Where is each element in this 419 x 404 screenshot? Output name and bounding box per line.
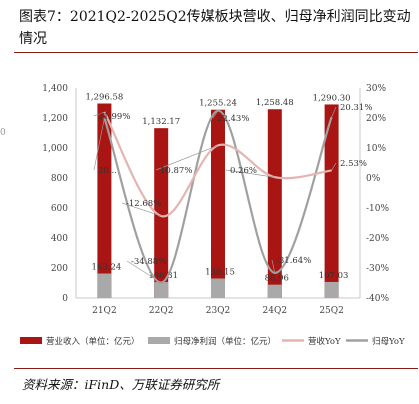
profit-yoy-leader bbox=[212, 110, 219, 119]
profit-data-label: 130.15 bbox=[205, 267, 235, 277]
y-left-tick-label: 1,200 bbox=[42, 114, 68, 124]
y-right-tick-label: 30% bbox=[366, 84, 386, 94]
profit-data-label: 106.31 bbox=[148, 271, 178, 281]
revenue-bar bbox=[97, 103, 112, 298]
revenue-data-label: 1,290.30 bbox=[313, 93, 351, 103]
revenue-yoy-data-label: 10.87% bbox=[160, 166, 192, 176]
profit-yoy-leader bbox=[93, 117, 105, 171]
chart: 0 200 400 600 800 1,000 1,200 1,400 -40% -30% -20%… bbox=[20, 84, 405, 347]
profit-yoy-data-label: 20... bbox=[98, 166, 117, 176]
revenue-yoy-leader bbox=[121, 202, 162, 217]
profit-yoy-data-label: 22.43% bbox=[217, 114, 249, 124]
revenue-data-label: 1,296.58 bbox=[85, 93, 123, 103]
y-left-tick-label: 600 bbox=[51, 204, 68, 214]
profit-yoy-leader bbox=[126, 260, 162, 283]
revenue-yoy-data-label: 0.26% bbox=[230, 166, 257, 176]
legend-swatch bbox=[20, 337, 42, 344]
chart-title: 图表7：2021Q2-2025Q2传媒板块营收、归母净利润同比变动情况 bbox=[19, 9, 411, 47]
y-right-tick-label: -40% bbox=[366, 294, 389, 304]
revenue-bar bbox=[154, 128, 169, 298]
revenue-yoy-leader bbox=[155, 145, 219, 171]
profit-bar bbox=[97, 273, 112, 298]
profit-bar bbox=[211, 278, 225, 298]
x-tick-label: 25Q2 bbox=[319, 306, 344, 316]
x-tick-label: 23Q2 bbox=[206, 306, 231, 316]
profit-yoy-leader bbox=[331, 106, 337, 118]
y-right-tick-label: 10% bbox=[366, 144, 386, 154]
x-tick-label: 21Q2 bbox=[92, 306, 117, 316]
profit-yoy-data-label: -34.88% bbox=[131, 257, 166, 267]
revenue-data-label: 1,255.24 bbox=[199, 99, 237, 109]
revenue-bar bbox=[324, 104, 339, 298]
revenue-yoy-data-label: 2.53% bbox=[340, 159, 367, 169]
y-left-tick-label: 800 bbox=[51, 174, 68, 184]
revenue-yoy-leader bbox=[93, 111, 105, 117]
profit-yoy-data-label: 20.31% bbox=[340, 103, 372, 113]
legend-label: 归母YoY bbox=[372, 336, 405, 347]
source-rule bbox=[14, 368, 418, 369]
legend-label: 归母净利润（单位：亿元） bbox=[174, 336, 276, 347]
y-left-tick-label: 200 bbox=[51, 264, 68, 274]
profit-yoy-leader bbox=[271, 259, 276, 273]
revenue-yoy-leader bbox=[225, 169, 275, 178]
revenue-yoy-data-label: 21.99% bbox=[98, 112, 130, 122]
legend-swatch bbox=[148, 337, 170, 344]
profit-data-label: 88.96 bbox=[265, 274, 289, 284]
y-right-tick-label: 20% bbox=[366, 114, 386, 124]
y-right-tick-label: 0% bbox=[366, 174, 381, 184]
y-right-tick-label: -20% bbox=[366, 234, 389, 244]
revenue-data-label: 1,132.17 bbox=[142, 117, 180, 127]
x-tick-label: 22Q2 bbox=[149, 306, 174, 316]
revenue-bar bbox=[211, 109, 225, 299]
profit-bar bbox=[267, 284, 282, 298]
revenue-yoy-line bbox=[103, 111, 332, 218]
y-left-tick-label: 400 bbox=[51, 234, 68, 244]
profit-bar bbox=[324, 281, 339, 298]
profit-data-label: 163.24 bbox=[92, 263, 122, 273]
y-left-tick-label: 1,000 bbox=[42, 144, 68, 154]
title-rule bbox=[14, 52, 418, 53]
revenue-yoy-data-label: -12.68% bbox=[126, 199, 161, 209]
stray-axis-char: 0 bbox=[0, 128, 6, 138]
revenue-yoy-leader bbox=[331, 162, 337, 171]
profit-yoy-data-label: -31.64% bbox=[276, 256, 311, 266]
x-tick-label: 24Q2 bbox=[263, 306, 288, 316]
y-right-tick-label: -10% bbox=[366, 204, 389, 214]
y-left-tick-label: 1,400 bbox=[42, 84, 68, 94]
profit-data-label: 107.03 bbox=[319, 271, 349, 281]
source-note: 资料来源：iFinD、万联证券研究所 bbox=[22, 377, 220, 392]
revenue-bar bbox=[267, 109, 282, 298]
profit-bar bbox=[154, 282, 169, 298]
revenue-data-label: 1,258.48 bbox=[256, 98, 294, 108]
legend-label: 营收YoY bbox=[308, 336, 341, 347]
y-left-tick-label: 0 bbox=[62, 294, 68, 304]
y-right-tick-label: -30% bbox=[366, 264, 389, 274]
legend-label: 营业收入（单位：亿元） bbox=[46, 336, 140, 347]
